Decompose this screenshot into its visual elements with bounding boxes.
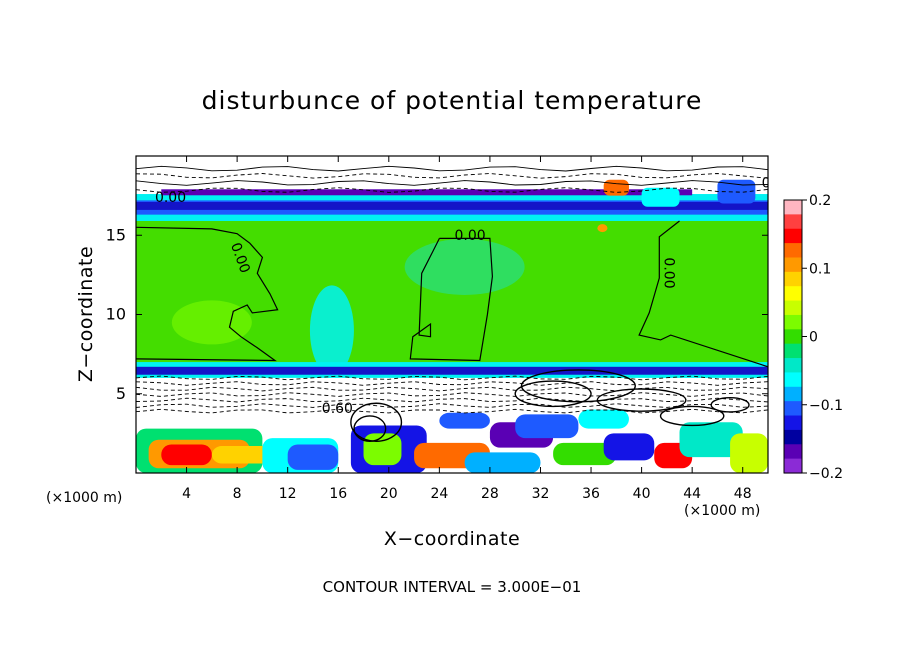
- colorbar-swatch: [784, 343, 802, 359]
- field-bottom-patch: [161, 444, 212, 466]
- negative-contour: [136, 375, 768, 381]
- field-bottom-patch: [211, 446, 276, 464]
- upper-contour: [136, 173, 768, 179]
- x-tick-label: 16: [329, 486, 347, 502]
- field-bottom-patch: [679, 422, 743, 458]
- convective-contour: [520, 369, 636, 403]
- colorbar-swatch: [784, 429, 802, 445]
- field-bottom-patch: [439, 412, 490, 429]
- negative-contour: [136, 392, 768, 397]
- x-tick-label: 20: [380, 486, 398, 502]
- convective-contour: [350, 402, 403, 443]
- x-tick-label: 8: [233, 486, 242, 502]
- negative-contour: [136, 381, 768, 386]
- colorbar-label: 0.2: [809, 193, 831, 209]
- field-top-patch: [597, 224, 608, 233]
- convective-contour: [659, 405, 725, 427]
- colorbar-swatch: [784, 243, 802, 259]
- colorbar-swatch: [784, 401, 802, 417]
- contour-label: 0.00: [762, 176, 793, 192]
- field-bottom-patch: [603, 433, 655, 461]
- colorbar-swatch: [784, 458, 802, 474]
- colorbar-label: −0.1: [809, 398, 843, 414]
- x-unit-left-label: (×1000 m): [46, 490, 123, 506]
- convective-contour: [710, 397, 750, 413]
- convective-contour: [353, 415, 387, 443]
- x-tick-label: 28: [481, 486, 499, 502]
- field-bottom-patch: [464, 452, 541, 473]
- colorbar-swatch: [784, 329, 802, 345]
- field-bottom-patch: [515, 414, 579, 439]
- colorbar-label: −0.2: [809, 466, 843, 482]
- field-bottom-patch: [553, 442, 617, 466]
- x-axis-label: X−coordinate: [383, 528, 521, 550]
- x-tick-label: 36: [582, 486, 600, 502]
- contour-label: 0.00: [155, 190, 186, 206]
- field-cyan-patch: [309, 285, 354, 376]
- x-tick-label: 40: [633, 486, 651, 502]
- y-tick-label: 15: [106, 225, 126, 244]
- colorbar: 0.2 0.1 0 −0.1 −0.2: [783, 193, 843, 482]
- colorbar-swatch: [784, 214, 802, 230]
- field-bottom-patch: [578, 409, 629, 429]
- zero-contour: [136, 226, 279, 362]
- x-tick-label: 48: [734, 486, 752, 502]
- colorbar-label: 0.1: [809, 261, 831, 277]
- y-tick-label: 10: [106, 305, 126, 324]
- upper-contour: [136, 180, 768, 186]
- colorbar-swatch: [784, 300, 802, 316]
- contour-label: 0.00: [660, 257, 676, 288]
- zero-contour: [409, 237, 494, 362]
- negative-contour: [136, 386, 768, 392]
- field-bottom-patch: [730, 433, 768, 473]
- contour-interval-note: CONTOUR INTERVAL = 3.000E−01: [322, 578, 582, 596]
- negative-contour: [136, 397, 768, 403]
- field-top-patch: [603, 179, 629, 196]
- colorbar-swatch: [784, 200, 802, 215]
- field-upper-deep-blue-band: [136, 201, 768, 210]
- colorbar-swatch: [784, 358, 802, 374]
- x-tick-label: 24: [430, 486, 448, 502]
- colorbar-swatch: [784, 257, 802, 273]
- colorbar-swatch: [784, 386, 802, 402]
- field-top-patch: [641, 187, 680, 207]
- x-tick-label: 44: [683, 486, 701, 502]
- convective-contour: [596, 388, 687, 412]
- field-upper-purple-band: [161, 189, 693, 196]
- x-unit-right-label: (×1000 m): [684, 503, 761, 519]
- zero-contour: [638, 220, 768, 368]
- contour-label: 0.60: [322, 401, 353, 417]
- colorbar-swatch: [784, 444, 802, 460]
- convective-contour: [514, 380, 592, 408]
- upper-contour: [136, 165, 768, 172]
- chart-title: disturbunce of potential temperature: [201, 86, 703, 115]
- field-bottom-patch: [363, 433, 402, 466]
- colorbar-swatch: [784, 372, 802, 388]
- colorbar-swatch: [784, 271, 802, 287]
- colorbar-swatch: [784, 415, 802, 431]
- field-bottom-patch: [287, 444, 339, 470]
- field-lower-deep-blue-band: [136, 366, 768, 375]
- colorbar-label: 0: [809, 330, 818, 346]
- field-cyan-patch: [404, 238, 525, 295]
- y-tick-label: 5: [116, 384, 126, 403]
- negative-contour: [136, 403, 768, 408]
- x-tick-label: 12: [279, 486, 297, 502]
- x-tick-label: 32: [532, 486, 550, 502]
- colorbar-swatch: [784, 314, 802, 330]
- upper-contour: [136, 187, 768, 193]
- temperature-field: [136, 156, 768, 473]
- field-yellow-green-patch: [171, 300, 252, 345]
- colorbar-swatch: [784, 286, 802, 302]
- x-tick-label: 4: [182, 486, 191, 502]
- colorbar-swatch: [784, 228, 802, 244]
- contour-label: 0.00: [455, 228, 486, 244]
